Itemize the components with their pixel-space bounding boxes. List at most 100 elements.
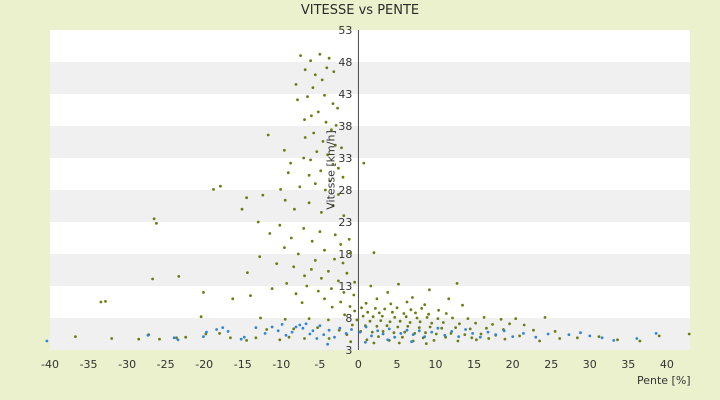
data-point xyxy=(300,301,304,304)
data-point xyxy=(361,314,365,318)
data-point xyxy=(456,339,460,343)
data-point xyxy=(293,207,296,211)
data-point xyxy=(475,338,478,342)
data-point xyxy=(487,337,491,340)
grid-band xyxy=(50,62,690,94)
data-point xyxy=(349,340,353,344)
data-point xyxy=(411,296,414,299)
x-tick-label: 5 xyxy=(393,358,400,371)
y-tick-label: 8 xyxy=(345,312,352,325)
data-point xyxy=(393,335,397,339)
data-point xyxy=(175,336,178,340)
data-point xyxy=(420,307,424,310)
x-tick-label: 35 xyxy=(621,358,635,371)
data-point xyxy=(308,332,312,336)
data-point xyxy=(212,188,215,191)
data-point xyxy=(318,52,322,56)
data-point xyxy=(320,276,323,280)
data-point xyxy=(202,291,205,294)
data-point xyxy=(350,323,354,327)
data-point xyxy=(395,306,399,310)
data-point xyxy=(311,86,315,89)
x-tick-label: -15 xyxy=(234,358,252,371)
data-point xyxy=(463,333,467,336)
data-point xyxy=(455,282,459,285)
data-point xyxy=(313,73,317,77)
data-point xyxy=(294,292,298,296)
data-point xyxy=(240,207,244,211)
data-point xyxy=(334,124,338,127)
data-point xyxy=(430,321,434,325)
data-point xyxy=(491,323,494,326)
data-point xyxy=(152,217,156,221)
data-point xyxy=(339,300,343,304)
y-tick-label: 28 xyxy=(338,184,352,197)
data-point xyxy=(366,310,370,314)
data-point xyxy=(398,319,402,323)
data-point xyxy=(457,335,461,338)
data-point xyxy=(319,169,323,173)
data-point xyxy=(657,334,661,338)
data-point xyxy=(283,148,286,152)
data-point xyxy=(436,326,440,330)
data-point xyxy=(370,334,373,338)
data-point xyxy=(268,232,272,235)
data-point xyxy=(380,314,384,318)
data-point xyxy=(444,312,448,315)
grid-band xyxy=(50,94,690,126)
x-tick-label: -30 xyxy=(118,358,136,371)
data-point xyxy=(369,284,373,288)
data-point xyxy=(266,133,270,137)
data-point xyxy=(99,300,103,304)
data-point xyxy=(280,323,284,326)
x-axis-label: Pente [%] xyxy=(637,374,691,387)
data-point xyxy=(74,335,77,338)
x-tick-label: 15 xyxy=(467,358,481,371)
data-point xyxy=(434,332,438,336)
data-point xyxy=(466,317,470,320)
data-point xyxy=(318,230,322,234)
data-point xyxy=(311,329,315,333)
data-point xyxy=(221,326,225,329)
data-point xyxy=(303,274,306,278)
data-point xyxy=(307,317,311,320)
data-point xyxy=(347,237,351,241)
data-point xyxy=(352,293,356,297)
y-tick-label: 48 xyxy=(338,56,352,69)
data-point xyxy=(597,335,601,338)
data-point xyxy=(333,335,336,339)
data-point xyxy=(110,337,114,340)
data-point xyxy=(410,340,413,344)
data-point xyxy=(511,335,515,338)
data-point xyxy=(458,322,461,326)
data-point xyxy=(364,325,368,329)
data-point xyxy=(303,118,306,121)
data-point xyxy=(404,315,408,319)
data-point xyxy=(364,301,368,305)
data-point xyxy=(392,331,396,335)
data-point xyxy=(323,188,327,192)
data-point xyxy=(306,95,309,98)
data-point xyxy=(326,153,329,157)
data-point xyxy=(172,336,176,340)
data-point xyxy=(286,171,290,175)
data-point xyxy=(376,329,380,333)
data-point xyxy=(479,332,483,336)
grid-band xyxy=(50,318,690,350)
data-point xyxy=(270,325,274,329)
data-point xyxy=(427,312,430,316)
data-point xyxy=(327,269,330,273)
data-point xyxy=(265,328,269,331)
data-point xyxy=(184,335,188,339)
data-point xyxy=(393,316,397,319)
data-point xyxy=(249,294,252,297)
data-point xyxy=(377,311,381,315)
data-point xyxy=(522,332,525,335)
data-point xyxy=(279,188,282,191)
data-point xyxy=(316,289,320,293)
data-point xyxy=(324,120,328,124)
data-point xyxy=(362,161,366,165)
data-point xyxy=(397,282,400,286)
x-tick-label: -20 xyxy=(195,358,213,371)
data-points xyxy=(45,52,691,346)
